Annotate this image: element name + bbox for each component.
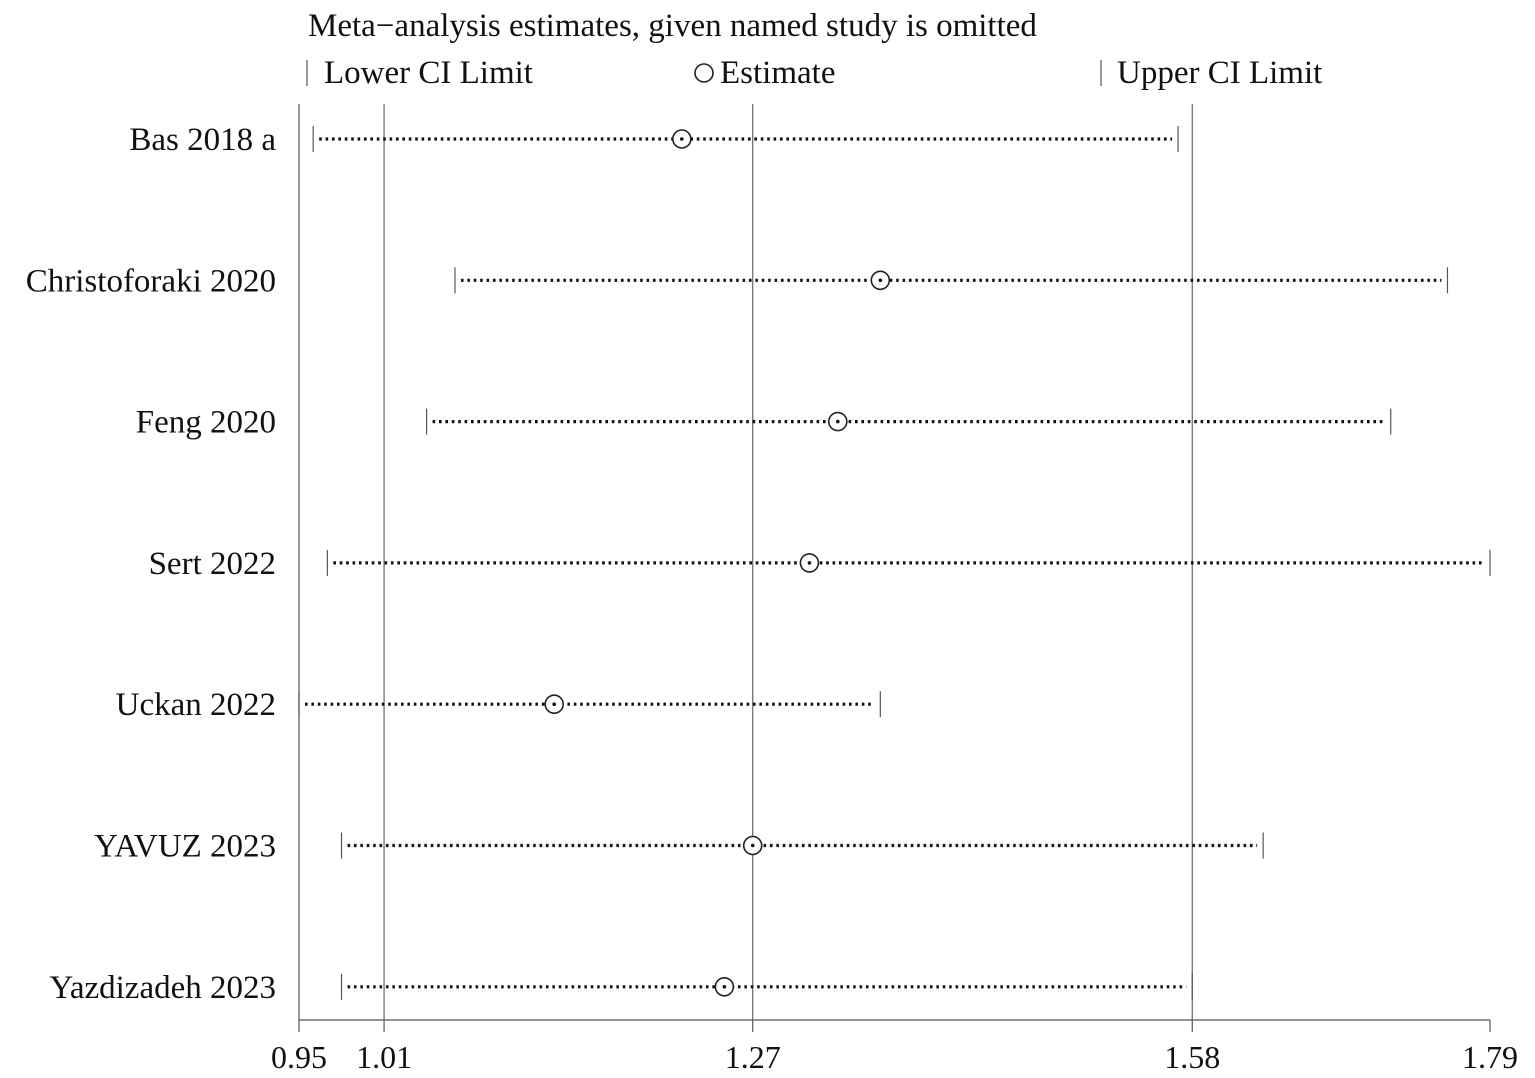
study-label-4: Uckan 2022 (116, 687, 276, 723)
estimate-center-dot-0 (680, 137, 684, 141)
study-label-1: Christoforaki 2020 (26, 263, 276, 299)
study-label-6: Yazdizadeh 2023 (49, 970, 276, 1006)
x-axis-ticks: 0.95 1.01 1.27 1.58 1.79 (271, 1020, 1518, 1075)
study-row-3 (326, 549, 1491, 576)
estimate-center-dot-1 (878, 278, 883, 283)
study-row-5 (340, 832, 1264, 859)
legend-estimate-circle-icon (694, 63, 714, 83)
estimate-center-dot-3 (807, 561, 812, 565)
study-label-0: Bas 2018 a (129, 122, 276, 158)
x-tick-label-0: 0.95 (271, 1039, 327, 1075)
study-row-0 (312, 126, 1179, 152)
plot-frame (298, 104, 1490, 1021)
legend: Lower CI Limit Estimate Upper CI Limit (306, 55, 1322, 91)
study-label-2: Feng 2020 (136, 405, 276, 441)
x-tick-label-4: 1.79 (1462, 1039, 1518, 1075)
estimate-center-dot-2 (835, 419, 840, 424)
estimate-center-dot-4 (552, 702, 557, 706)
estimate-center-dot-5 (750, 843, 755, 848)
chart-title: Meta−analysis estimates, given named stu… (308, 8, 1037, 44)
legend-estimate-label: Estimate (720, 55, 835, 91)
study-label-3: Sert 2022 (149, 546, 276, 582)
study-row-4 (298, 691, 881, 718)
study-labels: Bas 2018 a Christoforaki 2020 Feng 2020 Ser… (26, 122, 277, 1006)
x-tick-label-2: 1.27 (725, 1039, 781, 1075)
study-intervals (298, 126, 1491, 1000)
legend-lower-label: Lower CI Limit (324, 55, 533, 91)
x-tick-label-3: 1.58 (1164, 1039, 1220, 1075)
study-row-2 (426, 408, 1392, 435)
study-row-1 (454, 267, 1449, 294)
x-tick-label-1: 1.01 (356, 1039, 412, 1075)
study-row-6 (340, 973, 1193, 1000)
legend-upper-label: Upper CI Limit (1117, 55, 1322, 91)
study-label-5: YAVUZ 2023 (94, 829, 276, 865)
estimate-center-dot-6 (722, 985, 727, 989)
